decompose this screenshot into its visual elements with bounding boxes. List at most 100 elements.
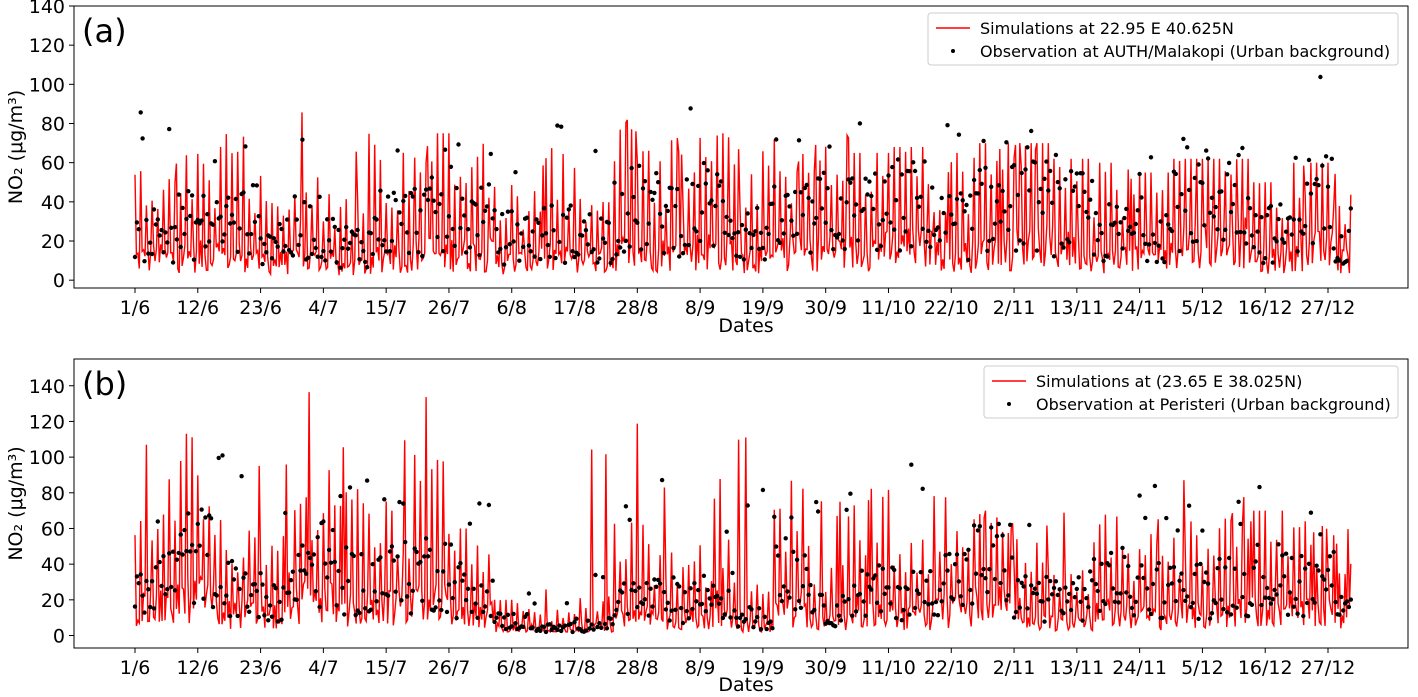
observation-point — [325, 217, 330, 222]
observation-point — [132, 254, 138, 260]
observation-point — [865, 572, 870, 577]
observation-point — [214, 200, 219, 205]
observation-point — [1259, 602, 1264, 608]
observation-point — [1293, 155, 1298, 160]
observation-point — [600, 575, 606, 580]
observation-point — [1013, 248, 1019, 253]
observation-point — [1103, 601, 1108, 607]
observation-point — [1029, 128, 1034, 134]
observation-point — [427, 186, 433, 191]
observation-point — [1139, 195, 1144, 200]
observation-point — [1048, 578, 1053, 584]
observation-point — [806, 195, 811, 201]
legend-dot-swatch — [1007, 402, 1011, 406]
observation-point — [882, 591, 887, 596]
observation-point — [500, 623, 505, 629]
observation-point — [699, 601, 705, 607]
observation-point — [547, 254, 552, 259]
observation-point — [1202, 223, 1207, 228]
observation-point — [648, 189, 653, 195]
observation-point — [148, 240, 153, 245]
observation-point — [422, 554, 427, 559]
observation-point — [1051, 254, 1057, 259]
observation-point — [774, 137, 779, 142]
observation-point — [1325, 184, 1331, 189]
y-tick-label: 0 — [53, 270, 65, 292]
observation-point — [701, 573, 707, 578]
observation-point — [1145, 258, 1150, 264]
observation-point — [1021, 241, 1026, 246]
observation-point — [277, 599, 282, 605]
legend-frame — [983, 365, 1399, 419]
observation-point — [943, 553, 948, 558]
observation-point — [136, 227, 141, 232]
observation-point — [462, 572, 467, 577]
observation-point — [186, 189, 191, 194]
observation-point — [583, 628, 589, 633]
observation-point — [332, 224, 337, 230]
observation-point — [134, 574, 140, 579]
observation-point — [793, 607, 798, 612]
observation-point — [968, 587, 973, 593]
observation-point — [385, 194, 391, 199]
observation-point — [949, 212, 954, 217]
observation-point — [397, 210, 402, 215]
y-tick-label: 120 — [29, 411, 65, 433]
observation-point — [243, 144, 248, 149]
observation-point — [1304, 181, 1310, 186]
observation-point — [521, 624, 526, 629]
observation-point — [1112, 599, 1118, 604]
observation-point — [182, 527, 187, 533]
observation-point — [1251, 565, 1257, 570]
observation-point — [1249, 602, 1255, 607]
observation-point — [304, 571, 309, 576]
observation-point — [146, 251, 151, 256]
observation-point — [475, 233, 480, 238]
observation-point — [467, 521, 473, 526]
observation-point — [290, 253, 296, 258]
observation-point — [772, 514, 777, 519]
observation-point — [1289, 555, 1295, 561]
observation-point — [597, 621, 602, 626]
observation-point — [1122, 554, 1127, 560]
x-tick-label: 22/10 — [924, 657, 979, 679]
observation-point — [928, 244, 933, 250]
observation-point — [970, 601, 975, 606]
observation-point — [460, 578, 465, 583]
observation-point — [1135, 575, 1140, 580]
observation-point — [543, 629, 549, 635]
observation-point — [1303, 566, 1308, 571]
observation-point — [606, 220, 611, 226]
observation-point — [1152, 483, 1158, 489]
observation-point — [463, 597, 469, 603]
observation-point — [273, 239, 278, 245]
observation-point — [1000, 533, 1005, 538]
observation-point — [1240, 145, 1245, 151]
observation-point — [553, 255, 558, 261]
observation-point — [987, 567, 992, 572]
observation-point — [503, 626, 509, 632]
observation-point — [1264, 585, 1270, 591]
observation-point — [305, 550, 311, 556]
observation-point — [557, 623, 562, 628]
observation-point — [138, 572, 143, 577]
observation-point — [1088, 569, 1093, 574]
observation-point — [269, 614, 275, 619]
x-tick-label: 24/11 — [1112, 657, 1167, 679]
observation-point — [1325, 567, 1331, 573]
observation-point — [559, 628, 564, 634]
observation-point — [873, 171, 878, 176]
observation-point — [1091, 252, 1097, 257]
observation-point — [983, 576, 988, 581]
observation-point — [442, 541, 448, 546]
observation-point — [273, 586, 278, 591]
observation-point — [1225, 610, 1230, 615]
observation-point — [720, 615, 726, 621]
observation-point — [998, 580, 1003, 586]
observation-point — [912, 168, 918, 174]
observation-point — [728, 218, 733, 223]
observation-point — [264, 594, 269, 600]
observation-point — [391, 558, 396, 563]
observation-point — [178, 532, 183, 537]
observation-point — [1217, 556, 1222, 562]
